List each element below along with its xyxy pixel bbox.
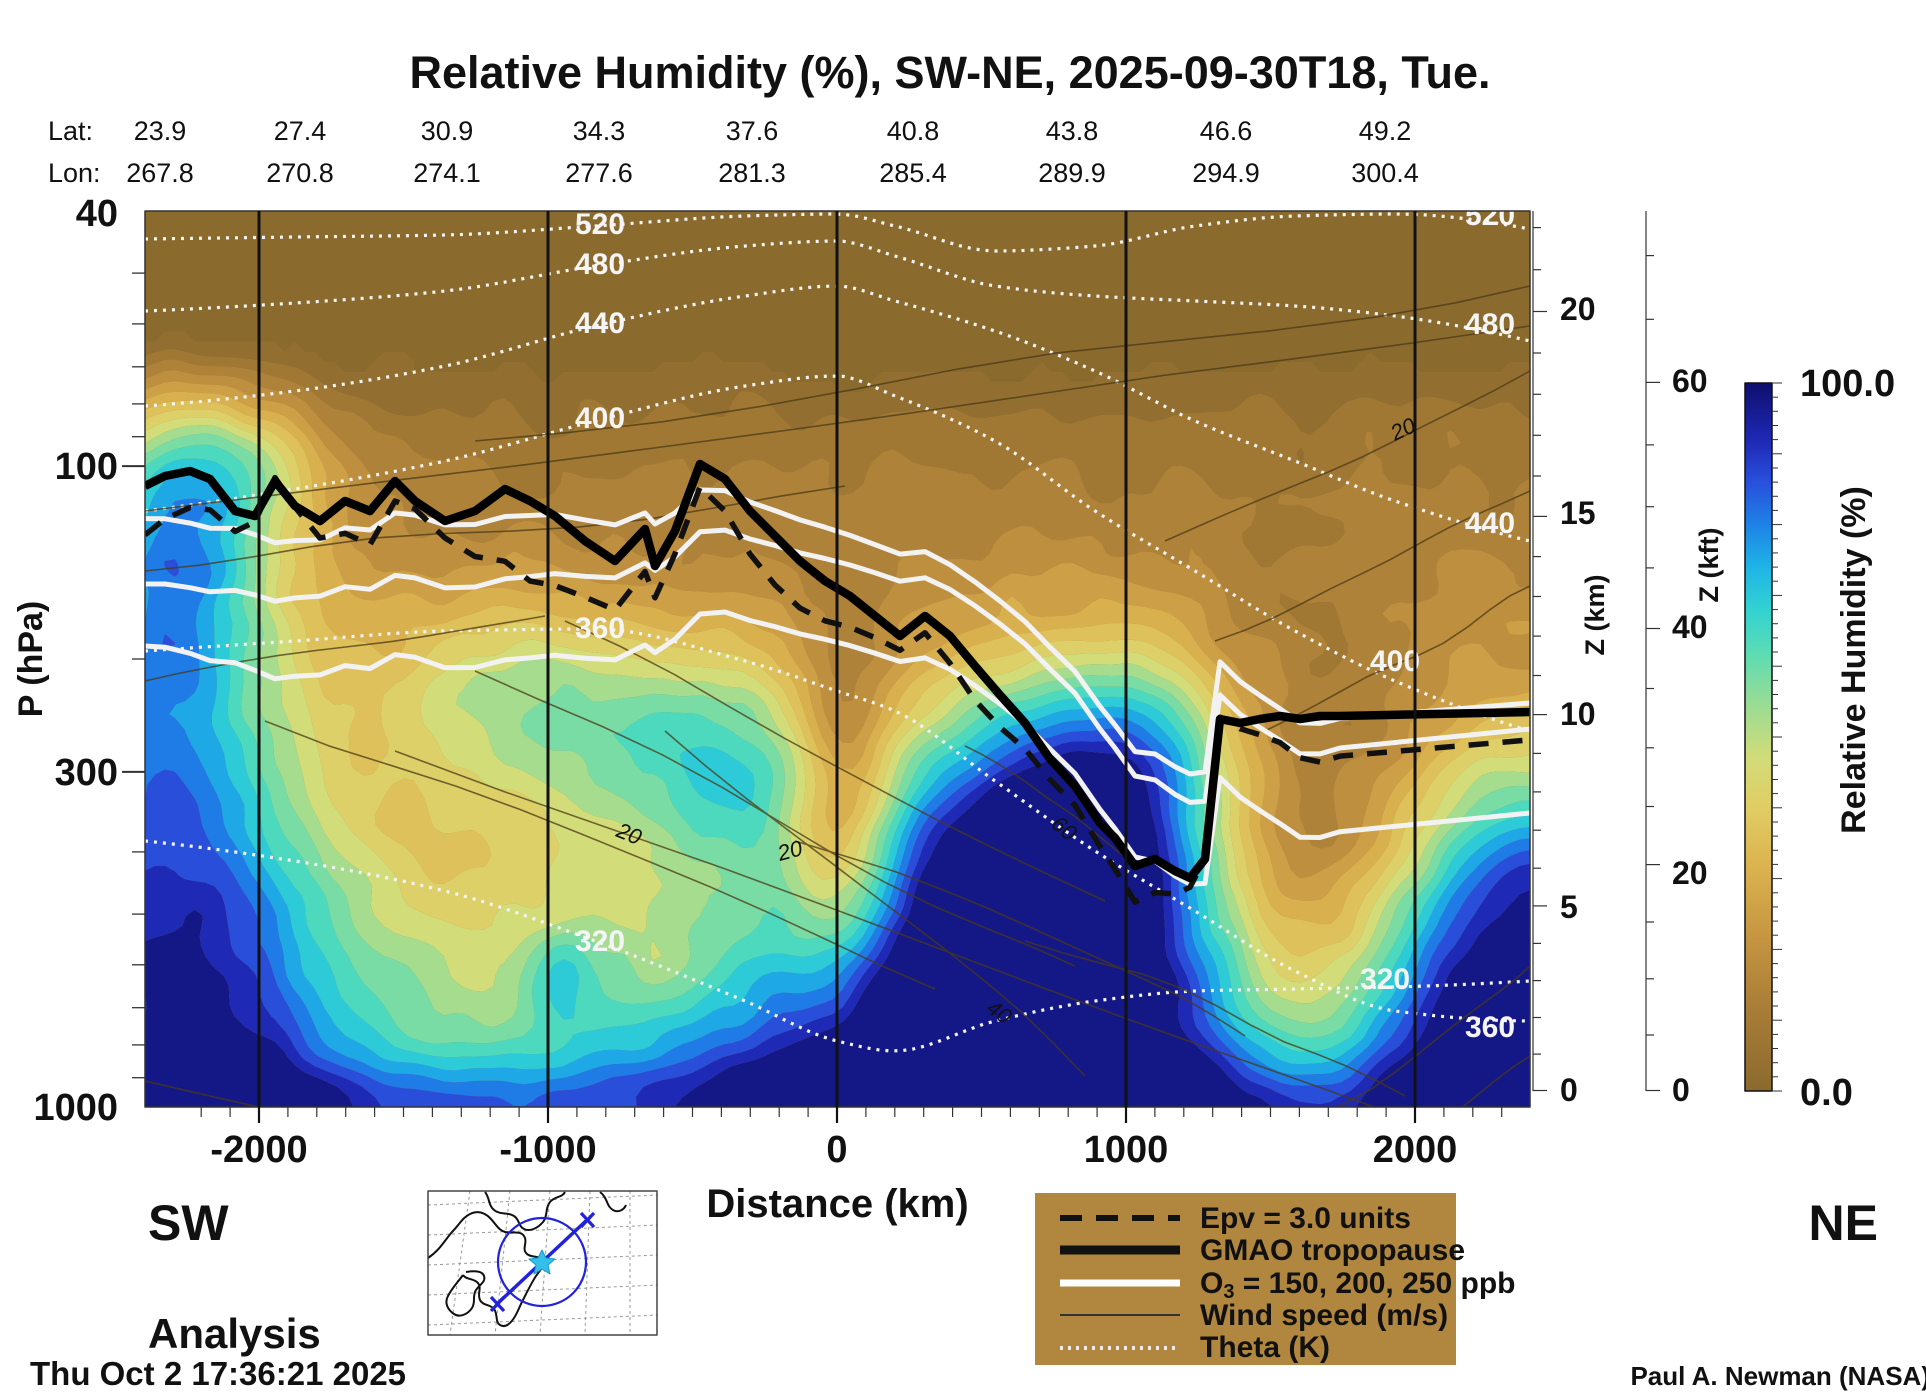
svg-text:400: 400 [575, 402, 625, 435]
svg-text:15: 15 [1560, 495, 1596, 531]
svg-text:30.9: 30.9 [421, 116, 474, 146]
svg-text:0.0: 0.0 [1800, 1072, 1853, 1114]
svg-text:43.8: 43.8 [1046, 116, 1099, 146]
svg-text:1000: 1000 [33, 1087, 118, 1129]
svg-text:P (hPa): P (hPa) [12, 601, 50, 718]
svg-text:Z (kft): Z (kft) [1694, 528, 1724, 603]
svg-text:Relative Humidity (%), SW-NE,: Relative Humidity (%), SW-NE, 2025-09-30… [409, 47, 1490, 98]
svg-text:-2000: -2000 [210, 1129, 307, 1171]
svg-text:480: 480 [1465, 308, 1515, 341]
svg-text:294.9: 294.9 [1192, 158, 1260, 188]
svg-text:0: 0 [1672, 1072, 1690, 1108]
svg-text:520: 520 [575, 208, 625, 241]
svg-text:10: 10 [1560, 696, 1596, 732]
svg-text:267.8: 267.8 [126, 158, 194, 188]
svg-text:277.6: 277.6 [565, 158, 633, 188]
svg-text:300: 300 [55, 752, 118, 794]
svg-text:5: 5 [1560, 889, 1578, 925]
svg-text:0: 0 [1560, 1072, 1578, 1108]
svg-text:27.4: 27.4 [274, 116, 327, 146]
svg-text:NE: NE [1809, 1195, 1878, 1251]
svg-text:480: 480 [575, 248, 625, 281]
svg-text:100.0: 100.0 [1800, 363, 1895, 405]
svg-text:40: 40 [1672, 609, 1708, 645]
svg-text:0: 0 [826, 1129, 847, 1171]
svg-text:60: 60 [1672, 363, 1708, 399]
svg-text:GMAO tropopause: GMAO tropopause [1200, 1234, 1465, 1267]
svg-text:2000: 2000 [1373, 1129, 1458, 1171]
svg-text:440: 440 [575, 307, 625, 340]
svg-text:20: 20 [1560, 291, 1596, 327]
svg-text:20: 20 [1672, 855, 1708, 891]
svg-text:281.3: 281.3 [718, 158, 786, 188]
svg-text:360: 360 [1465, 1011, 1515, 1044]
svg-text:Thu Oct 2 17:36:21 2025: Thu Oct 2 17:36:21 2025 [30, 1355, 406, 1392]
svg-text:37.6: 37.6 [726, 116, 779, 146]
svg-text:23.9: 23.9 [134, 116, 187, 146]
svg-text:270.8: 270.8 [266, 158, 334, 188]
svg-text:49.2: 49.2 [1359, 116, 1412, 146]
svg-text:320: 320 [1360, 963, 1410, 996]
svg-text:100: 100 [55, 446, 118, 488]
svg-text:40: 40 [76, 193, 118, 235]
svg-text:274.1: 274.1 [413, 158, 481, 188]
svg-text:1000: 1000 [1084, 1129, 1169, 1171]
svg-text:-1000: -1000 [499, 1129, 596, 1171]
svg-text:Analysis: Analysis [148, 1310, 321, 1357]
svg-text:440: 440 [1465, 507, 1515, 540]
svg-text:Distance (km): Distance (km) [706, 1182, 968, 1226]
svg-text:Wind speed (m/s): Wind speed (m/s) [1200, 1299, 1448, 1332]
svg-text:SW: SW [148, 1195, 229, 1251]
svg-text:400: 400 [1370, 645, 1420, 678]
svg-text:Epv = 3.0 units: Epv = 3.0 units [1200, 1202, 1411, 1235]
svg-text:40.8: 40.8 [887, 116, 940, 146]
svg-text:Relative Humidity (%): Relative Humidity (%) [1835, 486, 1873, 834]
svg-text:Theta (K): Theta (K) [1200, 1331, 1330, 1364]
svg-text:34.3: 34.3 [573, 116, 626, 146]
svg-text:Paul A. Newman (NASA): Paul A. Newman (NASA) [1630, 1361, 1926, 1391]
svg-text:O3 = 150, 200, 250 ppb: O3 = 150, 200, 250 ppb [1200, 1267, 1515, 1303]
svg-text:Lat:: Lat: [48, 116, 93, 146]
svg-text:360: 360 [575, 612, 625, 645]
svg-text:289.9: 289.9 [1038, 158, 1106, 188]
svg-text:46.6: 46.6 [1200, 116, 1253, 146]
svg-text:285.4: 285.4 [879, 158, 947, 188]
svg-text:Lon:: Lon: [48, 158, 101, 188]
svg-text:Z (km): Z (km) [1580, 575, 1610, 656]
svg-text:300.4: 300.4 [1351, 158, 1419, 188]
svg-text:320: 320 [575, 925, 625, 958]
